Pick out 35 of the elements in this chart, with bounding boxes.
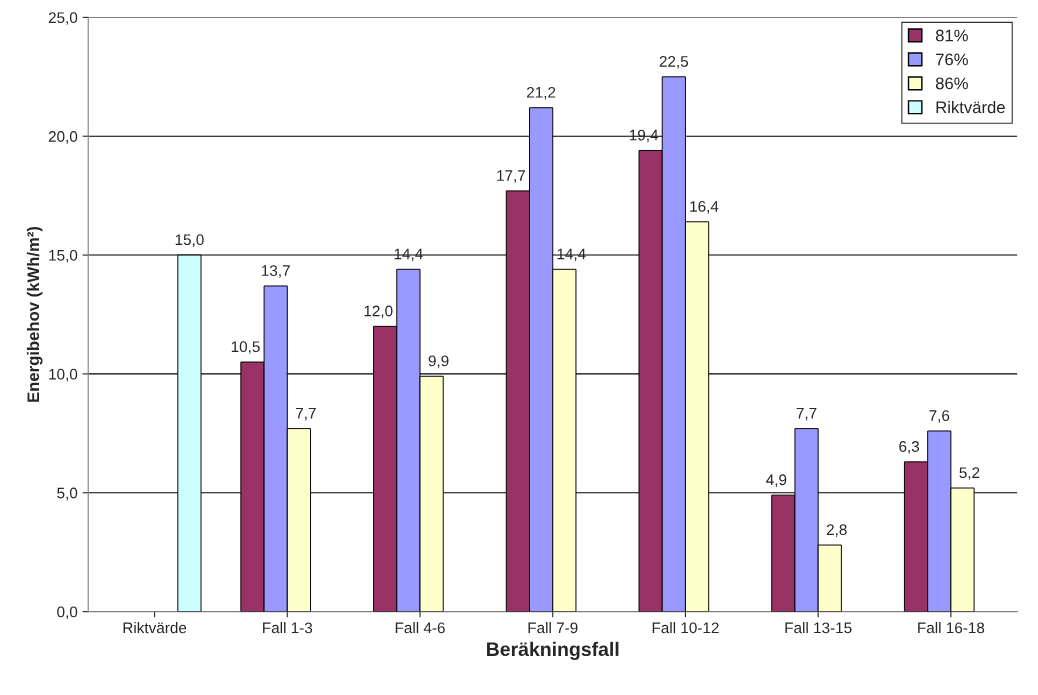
x-tick-label: Fall 16-18 [918,622,985,634]
x-tick-label: Fall 4-6 [395,622,445,634]
data-label: 21,2 [527,86,556,100]
legend-label: 86% [935,77,968,90]
data-label: 9,9 [428,355,449,369]
legend-label: 81% [935,29,968,42]
x-tick-label: Fall 13-15 [785,622,852,634]
data-label: 7,7 [796,407,817,421]
data-label: 17,7 [497,170,526,183]
data-label: 7,7 [296,407,316,421]
data-label: 15,0 [175,234,204,247]
data-label: 5,2 [959,467,980,480]
data-label: 4,9 [766,474,787,487]
data-label: 16,4 [690,201,719,214]
y-axis-title: Energibehov (kWh/m²) [26,226,43,402]
data-label: 10,5 [231,341,260,354]
data-label: 12,0 [364,305,393,319]
data-label: 13,7 [261,265,290,278]
x-tick-label: Fall 10-12 [652,622,719,634]
y-tick-label: 15,0 [49,249,78,263]
x-tick-label: Fall 1-3 [263,622,313,634]
x-axis-title: Beräkningsfall [487,641,619,661]
x-tick-label: Riktvärde [123,622,187,634]
y-tick-label: 10,0 [49,368,78,382]
x-tick-label: Fall 7-9 [528,622,578,634]
y-tick-label: 25,0 [48,12,78,25]
legend-label: 76% [936,53,968,66]
y-tick-label: 5,0 [57,487,78,501]
y-tick-label: 0,0 [57,606,78,620]
data-label: 22,5 [659,56,689,69]
y-tick-label: 20,0 [48,131,78,144]
data-label: 6,3 [899,441,920,454]
data-label: 2,8 [826,524,847,537]
legend-label: Riktvärde [936,101,1005,114]
data-label: 7,6 [929,410,950,423]
